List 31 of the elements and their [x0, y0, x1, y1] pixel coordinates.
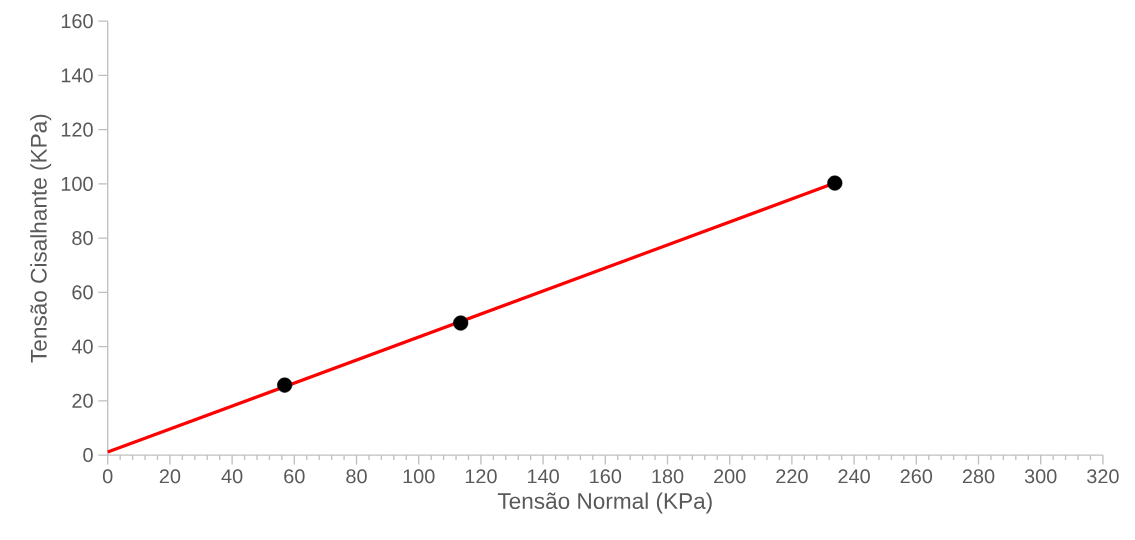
x-tick-label: 60	[284, 469, 305, 484]
x-tick-label: 0	[102, 469, 113, 484]
point	[277, 377, 293, 393]
y-tick-label: 0	[83, 447, 93, 463]
x-tick-label: 200	[714, 469, 746, 484]
y-tick-label: 120	[61, 122, 93, 137]
x-tick-label: 100	[403, 469, 435, 484]
y-tick-label: 40	[71, 339, 93, 354]
y-tick-label: 100	[61, 176, 93, 191]
x-tick-label: 240	[838, 469, 870, 484]
y-tick-label: 80	[72, 231, 93, 246]
y-tick-label: 140	[61, 68, 93, 83]
x-axis-title: Tensão Normal (KPa)	[497, 492, 712, 514]
point	[453, 315, 469, 331]
x-tick-label: 300	[1024, 469, 1057, 484]
x-tick-label: 20	[159, 469, 181, 484]
y-tick-label: 20	[72, 393, 93, 408]
y-axis-title: Tensão Cisalhante (KPa)	[30, 114, 52, 363]
x-tick-label: 320	[1087, 469, 1119, 484]
x-tick-label: 260	[900, 469, 933, 484]
y-tick-label: 60	[72, 285, 93, 300]
x-tick-label: 280	[962, 469, 995, 484]
x-tick-label: 220	[776, 469, 808, 484]
x-tick-label: 80	[346, 469, 367, 484]
x-tick-label: 120	[465, 469, 497, 484]
x-tick-label: 180	[652, 469, 684, 484]
point	[827, 175, 843, 191]
y-tick-label: 160	[61, 14, 93, 29]
x-tick-label: 40	[221, 469, 243, 484]
x-tick-label: 140	[528, 469, 559, 484]
x-tick-label: 160	[590, 469, 622, 484]
